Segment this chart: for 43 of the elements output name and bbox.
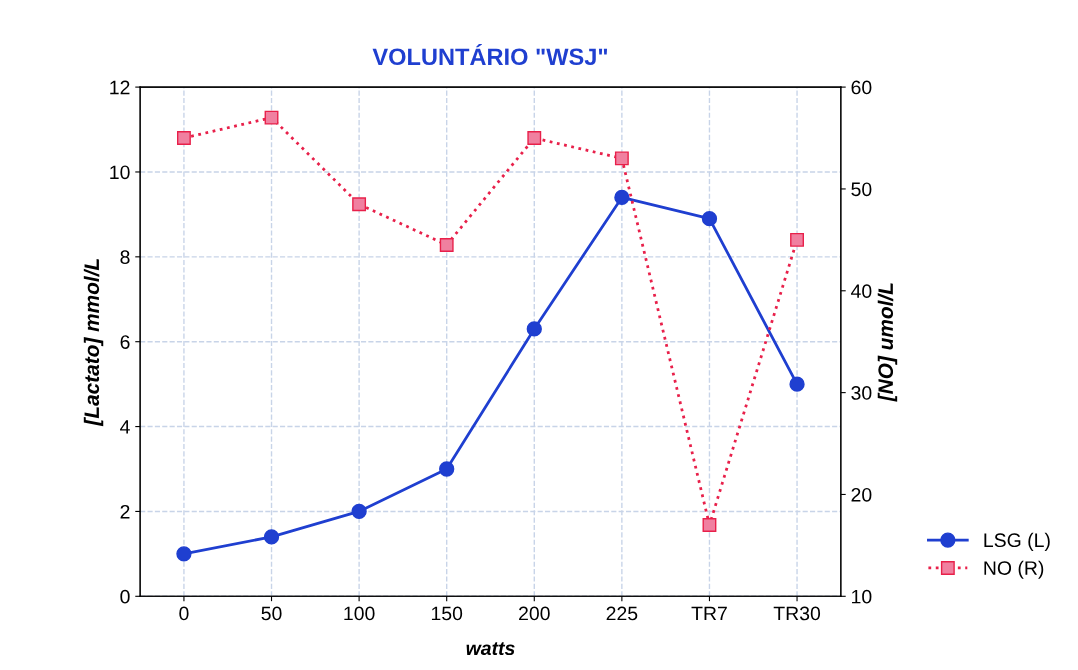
point — [527, 131, 542, 145]
point — [352, 197, 367, 212]
point — [702, 518, 717, 532]
point — [614, 151, 629, 166]
x-tick-label: 225 — [606, 606, 638, 621]
x-tick-label: TR7 — [691, 606, 727, 621]
y2-tick-label: 20 — [851, 487, 872, 502]
point — [351, 503, 367, 520]
x-tick-label: 0 — [179, 606, 189, 621]
point — [439, 238, 454, 252]
x-tick-label: 50 — [261, 606, 282, 621]
x-tick-label: 100 — [344, 606, 375, 621]
point — [176, 131, 191, 145]
y-tick-label: 4 — [120, 420, 130, 434]
y-tick-label: 8 — [120, 250, 130, 265]
point — [614, 189, 630, 206]
legend-label: NO (R) — [984, 560, 1044, 579]
y-axis-title: [Lactato] mmol/L — [83, 259, 104, 427]
point — [263, 529, 280, 545]
y2-tick-label: 10 — [852, 589, 872, 604]
point — [526, 321, 542, 337]
y2-tick-label: 60 — [851, 80, 872, 95]
y-tick-label: 0 — [120, 589, 130, 604]
point — [264, 110, 279, 125]
x-tick-label: 150 — [431, 606, 463, 621]
y2-tick-label: 40 — [851, 284, 872, 299]
point — [790, 232, 804, 247]
point — [439, 461, 455, 477]
x-tick-label: TR30 — [773, 606, 821, 621]
chart-title: VOLUNTÁRIO "WSJ" — [372, 43, 608, 66]
y-tick-label: 2 — [120, 504, 130, 519]
y2-tick-label: 30 — [851, 386, 872, 400]
point — [176, 546, 192, 562]
y2-tick-label: 50 — [851, 182, 872, 197]
y2-axis-title: [NO] umol/L — [877, 283, 898, 402]
point — [789, 376, 805, 392]
point — [701, 211, 718, 227]
x-axis-title: watts — [466, 642, 515, 656]
y-tick-label: 12 — [110, 80, 130, 95]
legend-label: LSG (L) — [984, 532, 1050, 551]
y-tick-label: 6 — [120, 335, 130, 349]
x-tick-label: 200 — [519, 606, 550, 621]
y-tick-label: 10 — [110, 165, 130, 180]
